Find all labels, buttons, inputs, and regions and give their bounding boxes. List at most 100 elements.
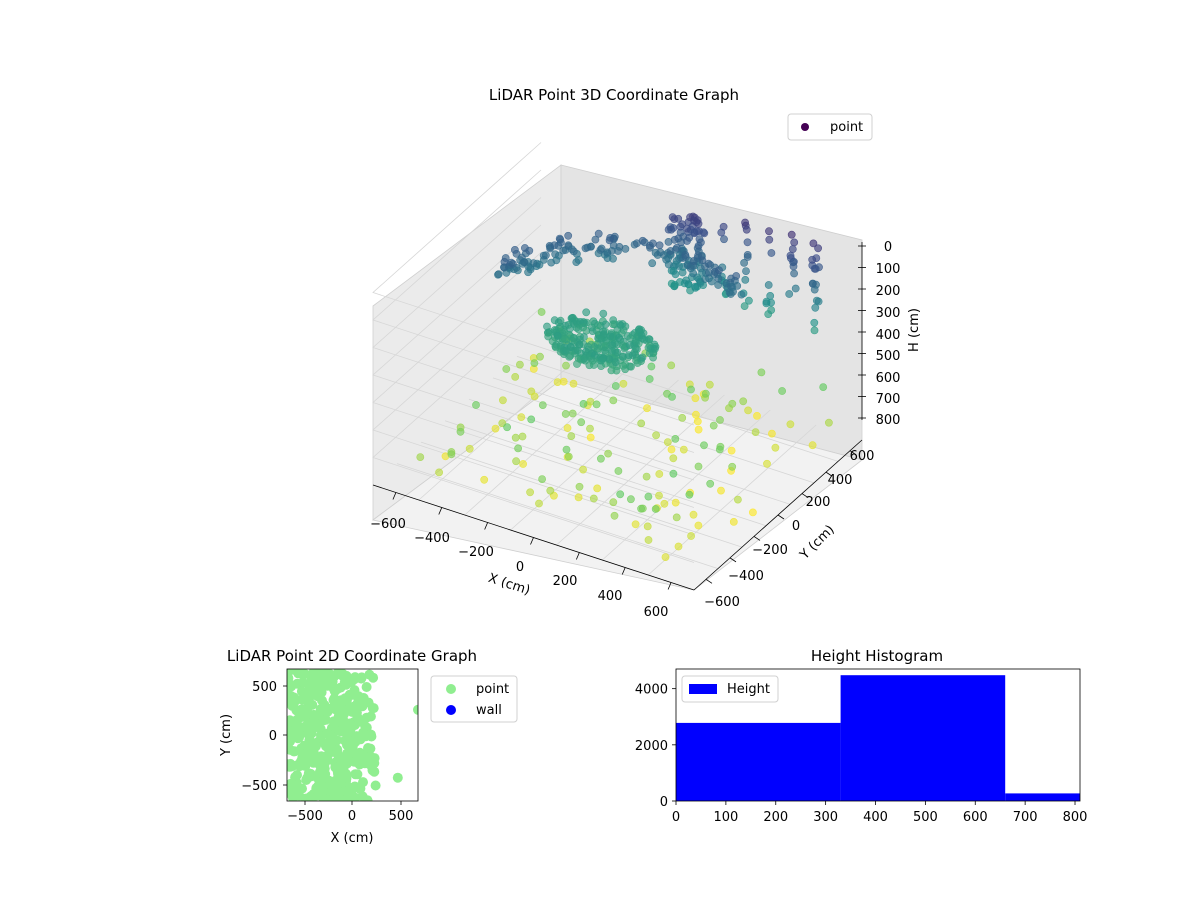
grid-line (372, 169, 695, 426)
data-point (292, 733, 303, 744)
data-point (332, 786, 343, 797)
data-point (562, 361, 570, 370)
data-point (616, 490, 625, 499)
data-point (518, 432, 527, 441)
x-tick (621, 567, 626, 575)
histogram-frame (675, 668, 1081, 802)
data-point (660, 499, 669, 508)
data-point (741, 275, 750, 284)
data-point (610, 511, 619, 520)
data-point (516, 360, 524, 369)
data-point (609, 498, 618, 507)
data-point (361, 682, 372, 692)
x-tick (575, 552, 580, 560)
data-point (740, 258, 748, 267)
data-point (574, 493, 583, 502)
data-point (693, 417, 702, 426)
data-point (293, 725, 304, 736)
data-point (679, 445, 688, 454)
x-tick-label: −200 (458, 545, 494, 560)
x-tick-label: 400 (598, 589, 623, 604)
data-point (732, 272, 741, 280)
data-point (764, 310, 773, 318)
data-point (287, 669, 294, 677)
data-point (553, 378, 562, 386)
data-point (456, 427, 465, 436)
data-point (354, 783, 365, 794)
legend-label-point: point (476, 682, 509, 697)
data-point (333, 669, 344, 678)
x-tick (392, 492, 397, 500)
data-point (297, 704, 307, 715)
data-point (596, 246, 605, 254)
data-point (643, 522, 652, 531)
data-point (503, 423, 511, 432)
data-point (627, 362, 635, 371)
data-point (512, 457, 520, 466)
data-point (465, 444, 474, 453)
data-point (651, 344, 659, 353)
grid-line (372, 197, 695, 453)
data-point (590, 361, 598, 369)
data-point (612, 366, 621, 375)
data-point (498, 396, 507, 405)
data-point (810, 326, 819, 335)
data-point (728, 399, 737, 408)
data-point (670, 215, 679, 223)
data-point (740, 302, 749, 310)
grid-line (516, 356, 839, 462)
data-point (667, 361, 676, 370)
data-point (694, 241, 703, 250)
data-point (413, 704, 418, 715)
data-point (734, 495, 742, 504)
data-point (526, 488, 534, 497)
data-point (591, 235, 600, 244)
data-point (287, 761, 295, 772)
data-point (691, 394, 700, 403)
legend-label-wall: wall (476, 703, 502, 718)
points-2d (287, 669, 418, 801)
data-point (767, 249, 776, 257)
data-point (352, 751, 363, 762)
data-point (605, 355, 614, 363)
data-point (709, 421, 718, 430)
data-point (611, 382, 620, 390)
data-point (704, 259, 713, 268)
data-point (356, 672, 367, 683)
data-point (744, 406, 752, 415)
data-point (701, 389, 710, 398)
data-point (600, 346, 609, 355)
data-point (687, 532, 695, 540)
data-point (342, 705, 353, 716)
z-tick-label: 0 (884, 240, 892, 255)
data-point (678, 413, 687, 422)
z-tick-label: 700 (876, 392, 901, 407)
data-point (808, 441, 817, 450)
data-point (717, 486, 725, 495)
data-point (579, 465, 587, 474)
data-point (296, 669, 307, 679)
data-point (560, 334, 569, 343)
data-point (631, 520, 640, 529)
y-tick-label-2d: 0 (269, 729, 277, 744)
data-point (562, 346, 571, 355)
data-point (689, 269, 698, 278)
data-point (808, 279, 817, 288)
data-point (749, 508, 757, 517)
data-point (368, 672, 379, 683)
y-tick-label: 0 (792, 519, 800, 534)
data-point (332, 684, 343, 694)
data-point (294, 712, 305, 723)
data-point (537, 308, 546, 316)
data-point (553, 331, 562, 340)
data-point (638, 236, 647, 245)
data-point (323, 703, 333, 714)
data-point (692, 410, 700, 419)
data-point (308, 709, 319, 720)
data-point (569, 379, 578, 388)
data-point (757, 368, 766, 377)
data-point (339, 677, 350, 687)
data-point (729, 518, 738, 526)
data-point (739, 397, 748, 406)
data-point (287, 695, 294, 706)
